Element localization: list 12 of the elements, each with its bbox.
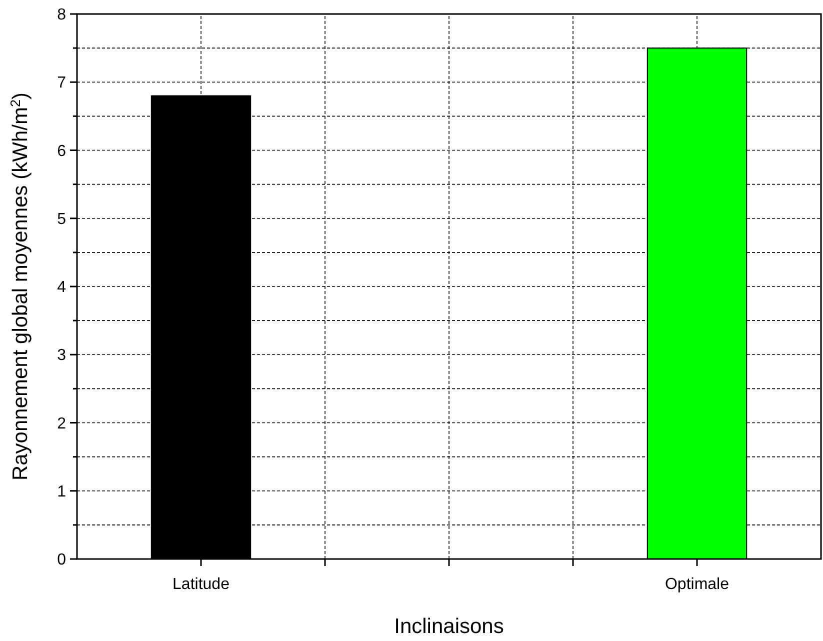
y-tick-label: 4 [57,279,66,296]
y-tick-label: 3 [57,347,66,364]
y-tick-label: 5 [57,210,66,228]
x-axis-title: Inclinaisons [394,615,504,638]
x-tick-label: Optimale [664,576,730,593]
y-tick-label: 8 [57,6,66,24]
x-tick-label: Latitude [172,576,230,593]
y-tick-label: 0 [57,552,66,569]
y-tick-label: 2 [57,415,66,432]
y-tick-label: 7 [57,74,66,92]
y-tick-label: 1 [57,483,66,500]
y-tick-label: 6 [57,142,66,160]
